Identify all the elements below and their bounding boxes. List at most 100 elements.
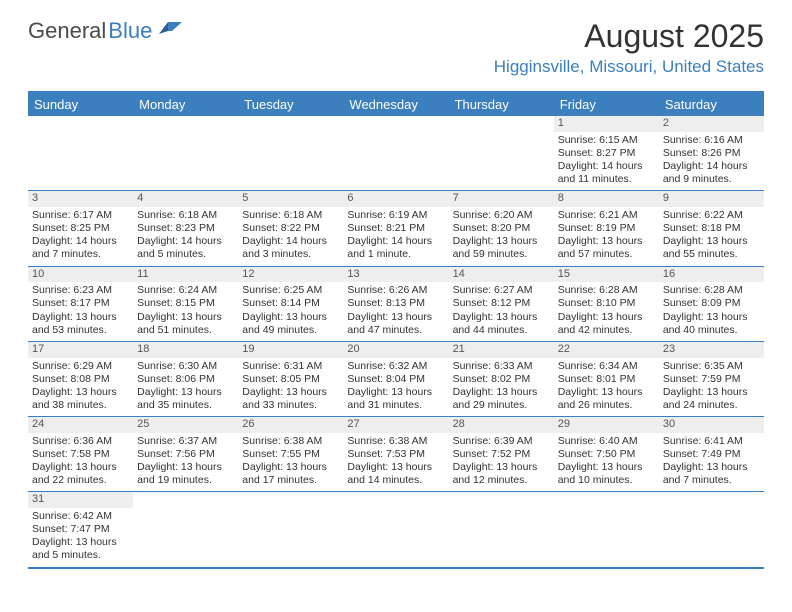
day-number: 5 [238,191,343,207]
calendar-day-cell: 21Sunrise: 6:33 AMSunset: 8:02 PMDayligh… [449,342,554,416]
calendar-day-cell: 9Sunrise: 6:22 AMSunset: 8:18 PMDaylight… [659,191,764,265]
sunset-line: Sunset: 8:08 PM [32,373,129,386]
daylight-line: Daylight: 14 hours and 9 minutes. [663,160,760,186]
calendar-empty-cell [133,116,238,190]
sunrise-line: Sunrise: 6:18 AM [242,209,339,222]
calendar-day-cell: 22Sunrise: 6:34 AMSunset: 8:01 PMDayligh… [554,342,659,416]
sunrise-line: Sunrise: 6:19 AM [347,209,444,222]
sunrise-line: Sunrise: 6:40 AM [558,435,655,448]
day-number: 21 [449,342,554,358]
sunset-line: Sunset: 8:20 PM [453,222,550,235]
calendar-empty-cell [449,116,554,190]
sunrise-line: Sunrise: 6:24 AM [137,284,234,297]
daylight-line: Daylight: 13 hours and 44 minutes. [453,311,550,337]
day-number: 25 [133,417,238,433]
daylight-line: Daylight: 13 hours and 49 minutes. [242,311,339,337]
day-number: 27 [343,417,448,433]
calendar-day-cell: 11Sunrise: 6:24 AMSunset: 8:15 PMDayligh… [133,267,238,341]
calendar-day-cell: 31Sunrise: 6:42 AMSunset: 7:47 PMDayligh… [28,492,133,566]
day-number: 30 [659,417,764,433]
weekday-header: Wednesday [343,93,448,116]
calendar-week-row: 1Sunrise: 6:15 AMSunset: 8:27 PMDaylight… [28,116,764,191]
daylight-line: Daylight: 13 hours and 42 minutes. [558,311,655,337]
sunset-line: Sunset: 8:05 PM [242,373,339,386]
daylight-line: Daylight: 13 hours and 22 minutes. [32,461,129,487]
daylight-line: Daylight: 14 hours and 1 minute. [347,235,444,261]
daylight-line: Daylight: 13 hours and 55 minutes. [663,235,760,261]
sunrise-line: Sunrise: 6:20 AM [453,209,550,222]
calendar-empty-cell [238,116,343,190]
day-number: 3 [28,191,133,207]
daylight-line: Daylight: 13 hours and 31 minutes. [347,386,444,412]
sunrise-line: Sunrise: 6:25 AM [242,284,339,297]
daylight-line: Daylight: 13 hours and 57 minutes. [558,235,655,261]
daylight-line: Daylight: 13 hours and 26 minutes. [558,386,655,412]
daylight-line: Daylight: 13 hours and 51 minutes. [137,311,234,337]
brand-part1: General [28,18,106,44]
location-text: Higginsville, Missouri, United States [494,57,764,77]
sunset-line: Sunset: 8:04 PM [347,373,444,386]
day-number: 28 [449,417,554,433]
day-number: 10 [28,267,133,283]
daylight-line: Daylight: 14 hours and 5 minutes. [137,235,234,261]
month-title: August 2025 [494,18,764,55]
calendar-day-cell: 29Sunrise: 6:40 AMSunset: 7:50 PMDayligh… [554,417,659,491]
calendar-day-cell: 7Sunrise: 6:20 AMSunset: 8:20 PMDaylight… [449,191,554,265]
calendar-day-cell: 4Sunrise: 6:18 AMSunset: 8:23 PMDaylight… [133,191,238,265]
sunset-line: Sunset: 8:21 PM [347,222,444,235]
day-number: 14 [449,267,554,283]
calendar-empty-cell [238,492,343,566]
weekday-header-row: SundayMondayTuesdayWednesdayThursdayFrid… [28,93,764,116]
calendar-day-cell: 5Sunrise: 6:18 AMSunset: 8:22 PMDaylight… [238,191,343,265]
sunrise-line: Sunrise: 6:29 AM [32,360,129,373]
sunrise-line: Sunrise: 6:15 AM [558,134,655,147]
calendar-day-cell: 8Sunrise: 6:21 AMSunset: 8:19 PMDaylight… [554,191,659,265]
calendar-week-row: 3Sunrise: 6:17 AMSunset: 8:25 PMDaylight… [28,191,764,266]
day-number: 22 [554,342,659,358]
sunset-line: Sunset: 7:50 PM [558,448,655,461]
calendar-day-cell: 6Sunrise: 6:19 AMSunset: 8:21 PMDaylight… [343,191,448,265]
sunrise-line: Sunrise: 6:28 AM [558,284,655,297]
day-number: 16 [659,267,764,283]
daylight-line: Daylight: 13 hours and 38 minutes. [32,386,129,412]
calendar-day-cell: 13Sunrise: 6:26 AMSunset: 8:13 PMDayligh… [343,267,448,341]
calendar-day-cell: 20 Sunrise: 6:32 AMSunset: 8:04 PMDayligh… [343,342,448,416]
sunrise-line: Sunrise: 6:37 AM [137,435,234,448]
sunset-line: Sunset: 8:10 PM [558,297,655,310]
calendar-day-cell: 24Sunrise: 6:36 AMSunset: 7:58 PMDayligh… [28,417,133,491]
day-number: 2 [659,116,764,132]
sunrise-line: Sunrise: 6:27 AM [453,284,550,297]
daylight-line: Daylight: 13 hours and 59 minutes. [453,235,550,261]
sunrise-line: Sunrise: 6:35 AM [663,360,760,373]
daylight-line: Daylight: 13 hours and 29 minutes. [453,386,550,412]
sunset-line: Sunset: 8:25 PM [32,222,129,235]
sunrise-line: Sunrise: 6:42 AM [32,510,129,523]
calendar-day-cell: 16Sunrise: 6:28 AMSunset: 8:09 PMDayligh… [659,267,764,341]
weekday-header: Monday [133,93,238,116]
calendar-week-row: 24Sunrise: 6:36 AMSunset: 7:58 PMDayligh… [28,417,764,492]
calendar: SundayMondayTuesdayWednesdayThursdayFrid… [28,91,764,569]
calendar-week-row: 17Sunrise: 6:29 AMSunset: 8:08 PMDayligh… [28,342,764,417]
sunset-line: Sunset: 8:19 PM [558,222,655,235]
calendar-weeks: 1Sunrise: 6:15 AMSunset: 8:27 PMDaylight… [28,116,764,567]
calendar-day-cell: 26Sunrise: 6:38 AMSunset: 7:55 PMDayligh… [238,417,343,491]
sunset-line: Sunset: 7:58 PM [32,448,129,461]
calendar-empty-cell [28,116,133,190]
daylight-line: Daylight: 14 hours and 7 minutes. [32,235,129,261]
sunset-line: Sunset: 7:55 PM [242,448,339,461]
calendar-week-row: 10Sunrise: 6:23 AMSunset: 8:17 PMDayligh… [28,267,764,342]
weekday-header: Sunday [28,93,133,116]
day-number: 20 [343,342,448,358]
brand-logo: GeneralBlue [28,18,184,44]
sunrise-line: Sunrise: 6:32 AM [347,360,444,373]
calendar-day-cell: 19Sunrise: 6:31 AMSunset: 8:05 PMDayligh… [238,342,343,416]
sunset-line: Sunset: 8:01 PM [558,373,655,386]
sunset-line: Sunset: 8:27 PM [558,147,655,160]
daylight-line: Daylight: 13 hours and 24 minutes. [663,386,760,412]
sunset-line: Sunset: 8:22 PM [242,222,339,235]
calendar-empty-cell [554,492,659,566]
day-number: 18 [133,342,238,358]
calendar-empty-cell [659,492,764,566]
calendar-day-cell: 28Sunrise: 6:39 AMSunset: 7:52 PMDayligh… [449,417,554,491]
day-number: 9 [659,191,764,207]
